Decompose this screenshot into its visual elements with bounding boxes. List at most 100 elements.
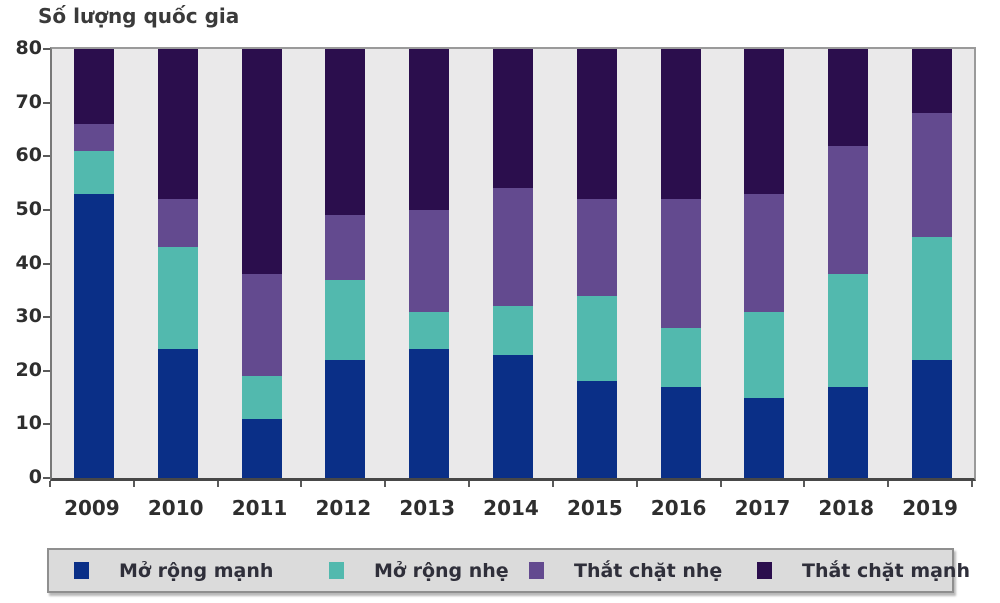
x-tick-mark — [384, 481, 387, 487]
x-tick-mark — [468, 481, 471, 487]
y-tick-label: 0 — [28, 466, 42, 488]
x-tick-label: 2012 — [315, 496, 372, 520]
x-tick-label: 2011 — [231, 496, 288, 520]
bar-segment-mo-rong-manh — [73, 193, 114, 478]
bar-2009 — [73, 49, 114, 478]
bar-segment-mo-rong-manh — [912, 360, 953, 478]
bar-segment-mo-rong-nhe — [73, 150, 114, 194]
plot-area — [50, 47, 976, 481]
bar-2012 — [325, 49, 366, 478]
bar-segment-mo-rong-manh — [493, 354, 533, 478]
x-tick-label: 2009 — [64, 496, 120, 520]
bar-segment-that-chat-manh — [576, 49, 617, 200]
y-tick-mark — [43, 155, 50, 158]
bar-segment-that-chat-nhe — [912, 113, 953, 237]
bar-segment-mo-rong-manh — [744, 397, 785, 478]
bar-segment-mo-rong-nhe — [576, 295, 617, 382]
x-tick-label: 2019 — [902, 496, 958, 520]
x-tick-label: 2018 — [818, 496, 875, 520]
bar-segment-mo-rong-nhe — [493, 306, 533, 355]
legend-label: Mở rộng nhẹ — [374, 559, 509, 582]
bar-segment-mo-rong-nhe — [325, 279, 366, 361]
bar-segment-mo-rong-nhe — [409, 311, 450, 350]
bar-segment-that-chat-manh — [660, 49, 701, 200]
bar-segment-mo-rong-manh — [660, 386, 701, 478]
x-tick-label: 2017 — [734, 496, 791, 520]
x-tick-mark — [132, 481, 135, 487]
bar-segment-that-chat-nhe — [325, 215, 366, 280]
bar-segment-that-chat-manh — [241, 49, 282, 275]
bar-segment-that-chat-nhe — [409, 209, 450, 312]
bar-segment-that-chat-manh — [493, 49, 533, 189]
legend-label: Thắt chặt mạnh — [802, 559, 970, 582]
y-tick-label: 70 — [15, 90, 42, 113]
bar-segment-that-chat-manh — [828, 49, 869, 146]
bar-segment-mo-rong-manh — [576, 381, 617, 478]
bar-2015 — [576, 49, 617, 478]
bar-segment-mo-rong-manh — [828, 386, 869, 478]
bar-2019 — [912, 49, 953, 478]
y-tick-label: 60 — [15, 144, 42, 167]
y-tick-mark — [43, 477, 50, 479]
x-tick-label: 2010 — [147, 496, 204, 520]
bar-segment-that-chat-nhe — [744, 193, 785, 312]
y-tick-mark — [43, 262, 50, 265]
x-tick-label: 2015 — [566, 496, 623, 520]
y-tick-mark — [43, 208, 50, 211]
x-tick-label: 2016 — [650, 496, 707, 520]
chart-title: Số lượng quốc gia — [38, 4, 240, 28]
y-tick-label: 80 — [15, 37, 42, 59]
bar-segment-that-chat-nhe — [241, 274, 282, 377]
bar-segment-that-chat-manh — [325, 49, 366, 216]
y-tick-mark — [43, 101, 50, 104]
x-tick-label: 2013 — [399, 496, 455, 520]
x-tick-mark — [300, 481, 303, 487]
legend-swatch-icon — [329, 562, 344, 579]
bar-segment-that-chat-nhe — [493, 188, 533, 307]
x-tick-mark — [49, 481, 51, 487]
bar-segment-that-chat-nhe — [660, 199, 701, 328]
bar-segment-mo-rong-nhe — [828, 274, 869, 387]
legend-swatch-icon — [529, 562, 544, 579]
y-tick-label: 50 — [15, 197, 42, 220]
x-tick-mark — [719, 481, 722, 487]
y-tick-label: 30 — [15, 305, 42, 328]
bar-segment-that-chat-manh — [744, 49, 785, 194]
bar-segment-mo-rong-nhe — [660, 327, 701, 387]
bar-segment-mo-rong-manh — [157, 349, 198, 478]
bar-segment-that-chat-nhe — [157, 199, 198, 248]
bar-2013 — [409, 49, 450, 478]
bar-segment-mo-rong-nhe — [241, 376, 282, 420]
bar-segment-that-chat-manh — [409, 49, 450, 210]
bar-segment-mo-rong-nhe — [157, 247, 198, 350]
legend-label: Thắt chặt nhẹ — [574, 559, 723, 582]
y-tick-label: 20 — [15, 358, 42, 381]
bar-2016 — [660, 49, 701, 478]
bar-segment-that-chat-nhe — [828, 145, 869, 275]
x-tick-label: 2014 — [483, 496, 539, 520]
legend-item-that-chat-nhe: Thắt chặt nhẹ — [504, 560, 732, 582]
bar-segment-that-chat-manh — [157, 49, 198, 200]
bar-segment-mo-rong-manh — [241, 419, 282, 478]
y-tick-mark — [43, 48, 50, 50]
x-tick-mark — [551, 481, 554, 487]
legend-item-mo-rong-manh: Mở rộng mạnh — [49, 560, 304, 582]
x-tick-mark — [803, 481, 806, 487]
bar-segment-that-chat-manh — [73, 49, 114, 125]
bar-2018 — [828, 49, 869, 478]
legend-swatch-icon — [757, 562, 772, 579]
bar-segment-mo-rong-nhe — [912, 236, 953, 361]
bar-segment-that-chat-nhe — [73, 124, 114, 151]
y-tick-mark — [43, 316, 50, 319]
x-tick-mark — [635, 481, 638, 487]
legend-swatch-icon — [74, 562, 89, 579]
y-tick-mark — [43, 369, 50, 372]
bar-segment-mo-rong-manh — [409, 349, 450, 478]
legend-label: Mở rộng mạnh — [119, 559, 274, 582]
bar-2011 — [241, 49, 282, 478]
bar-2017 — [744, 49, 785, 478]
legend-item-that-chat-manh: Thắt chặt mạnh — [732, 560, 970, 582]
bar-segment-that-chat-manh — [912, 49, 953, 114]
bar-segment-mo-rong-nhe — [744, 311, 785, 398]
